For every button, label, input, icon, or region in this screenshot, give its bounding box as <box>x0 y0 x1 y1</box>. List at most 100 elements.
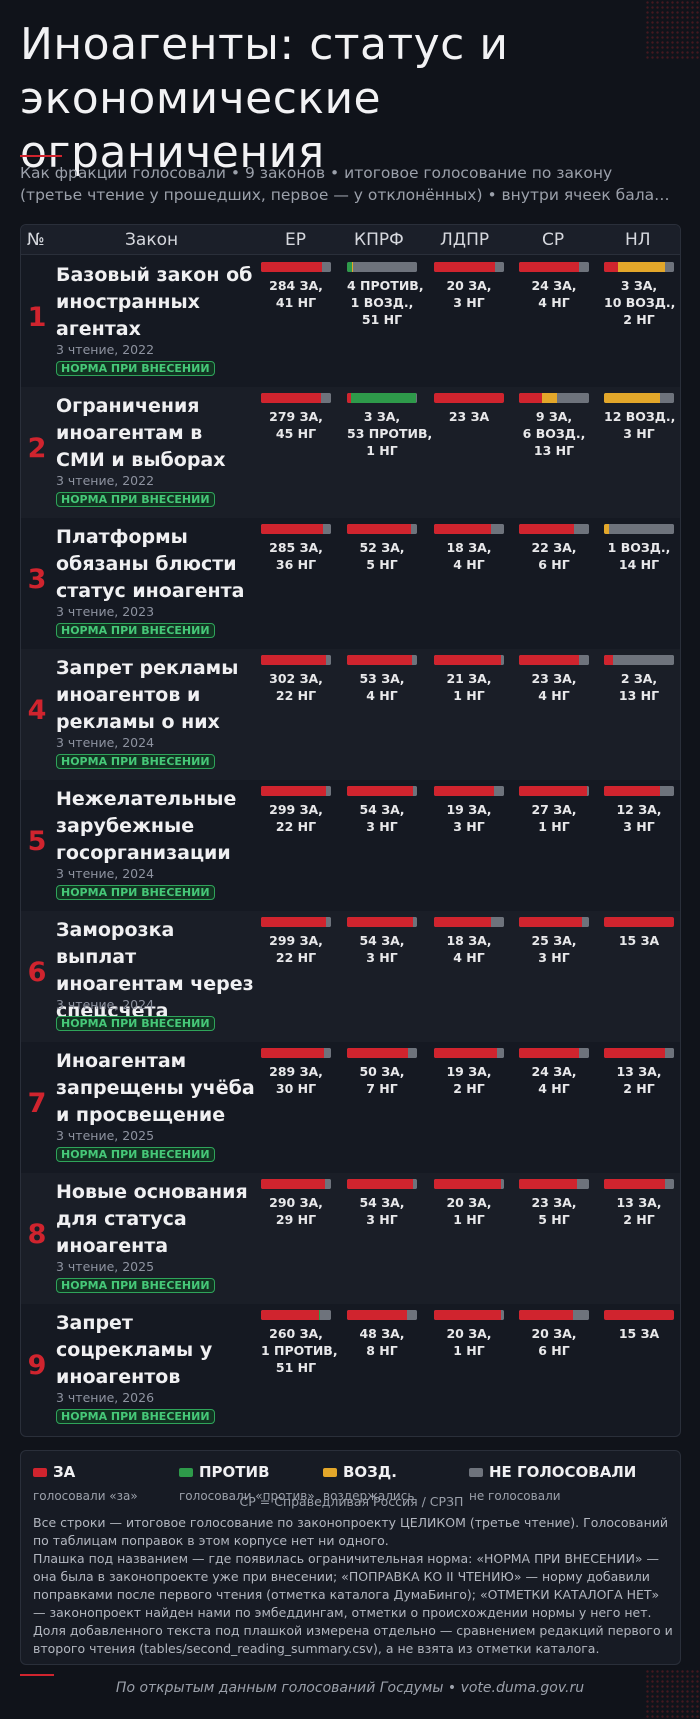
vote-bar-segment-ng <box>578 655 589 665</box>
vote-count-line: 6 ВОЗД., <box>522 426 586 441</box>
vote-bar <box>434 786 504 796</box>
law-reading-year: 3 чтение, 2023 <box>56 604 155 619</box>
vote-counts: 302 ЗА, 22 НГ <box>261 670 331 704</box>
vote-bar-segment-za <box>347 1310 407 1320</box>
vote-count-line: 6 НГ <box>538 557 570 572</box>
vote-bar-segment-za <box>347 393 351 403</box>
vote-cell-kprf: 4 ПРОТИВ, 1 ВОЗД., 51 НГ <box>347 262 424 328</box>
vote-bar <box>347 917 417 927</box>
vote-bar-segment-ng <box>664 262 674 272</box>
vote-count-line: 13 НГ <box>533 443 575 458</box>
vote-bar-segment-za <box>434 524 492 534</box>
vote-bar <box>434 524 504 534</box>
vote-counts: 284 ЗА, 41 НГ <box>261 277 331 311</box>
vote-count-line: 45 НГ <box>275 426 317 441</box>
vote-count-line: 15 ЗА <box>618 1326 660 1341</box>
vote-bar-segment-za <box>347 917 414 927</box>
law-name: Иноагентам запрещены учёба и просвещение <box>56 1050 255 1126</box>
law-number: 3 <box>27 564 47 595</box>
vote-cell-er: 299 ЗА, 22 НГ <box>261 917 331 966</box>
vote-cell-sr: 20 ЗА, 6 НГ <box>519 1310 589 1359</box>
vote-cell-nl: 12 ВОЗД., 3 НГ <box>604 393 675 442</box>
vote-bar-segment-za <box>261 1310 320 1320</box>
vote-count-line: 290 ЗА, <box>269 1195 323 1210</box>
vote-counts: 23 ЗА <box>434 408 504 425</box>
vote-cell-sr: 23 ЗА, 4 НГ <box>519 655 589 704</box>
vote-bar-segment-ng <box>576 1179 589 1189</box>
vote-bar-segment-ng <box>660 393 674 403</box>
vote-count-line: 1 НГ <box>366 443 398 458</box>
title-accent-rule <box>20 155 62 157</box>
vote-count-line: 260 ЗА, <box>269 1326 323 1341</box>
vote-cell-sr: 9 ЗА, 6 ВОЗД., 13 НГ <box>519 393 589 459</box>
vote-count-line: 23 ЗА, <box>531 671 577 686</box>
vote-bar <box>604 917 674 927</box>
vote-count-line: 51 НГ <box>361 312 403 327</box>
vote-count-line: 13 ЗА, <box>616 1195 662 1210</box>
vote-count-line: 3 НГ <box>366 819 398 834</box>
vote-bar-segment-ng <box>500 1179 504 1189</box>
vote-bar-segment-ng <box>410 524 417 534</box>
vote-cell-er: 260 ЗА, 1 ПРОТИВ, 51 НГ <box>261 1310 338 1376</box>
vote-cell-nl: 12 ЗА, 3 НГ <box>604 786 674 835</box>
vote-count-line: 20 ЗА, <box>446 1326 492 1341</box>
table-row: 1 Базовый закон об иностранных агентах 3 ч… <box>21 256 680 387</box>
vote-bar <box>261 1048 331 1058</box>
vote-cell-er: 285 ЗА, 36 НГ <box>261 524 331 573</box>
vote-bar <box>347 393 417 403</box>
vote-bar-segment-za <box>261 917 327 927</box>
vote-count-line: 1 ПРОТИВ, <box>261 1343 338 1358</box>
law-number: 9 <box>27 1350 47 1381</box>
vote-bar-segment-protiv <box>350 393 416 403</box>
law-reading-year: 3 чтение, 2022 <box>56 473 155 488</box>
table-row: 8 Новые основания для статуса иноагента 3 … <box>21 1173 680 1304</box>
law-number: 2 <box>27 433 47 464</box>
vote-cell-sr: 27 ЗА, 1 НГ <box>519 786 589 835</box>
law-reading-year: 3 чтение, 2025 <box>56 1259 155 1274</box>
vote-bar-segment-ng <box>326 786 331 796</box>
page-subtitle: Как фракции голосовали • 9 законов • ито… <box>20 162 680 206</box>
table-row: 3 Платформы обязаны блюсти статус иноаген… <box>21 518 680 649</box>
vote-count-line: 285 ЗА, <box>269 540 323 555</box>
footer-source: По открытым данным голосований Госдумы •… <box>115 1680 585 1696</box>
vote-bar <box>347 786 417 796</box>
vote-count-line: 25 ЗА, <box>531 933 577 948</box>
vote-bar-segment-ng <box>579 262 589 272</box>
vote-bar-segment-ng <box>586 786 589 796</box>
vote-cell-kprf: 3 ЗА, 53 ПРОТИВ, 1 НГ <box>347 393 433 459</box>
law-number: 1 <box>27 302 47 333</box>
vote-cell-nl: 15 ЗА <box>604 1310 674 1342</box>
law-reading-year: 3 чтение, 2025 <box>56 1128 155 1143</box>
vote-count-line: 15 ЗА <box>618 933 660 948</box>
vote-bar <box>347 524 417 534</box>
vote-bar-segment-ng <box>556 393 589 403</box>
vote-bar-segment-ng <box>322 262 331 272</box>
vote-cell-kprf: 50 ЗА, 7 НГ <box>347 1048 417 1097</box>
legend-title: ВОЗД. <box>343 1463 397 1481</box>
vote-count-line: 8 НГ <box>366 1343 398 1358</box>
vote-count-line: 299 ЗА, <box>269 802 323 817</box>
vote-count-line: 53 ПРОТИВ, <box>347 426 433 441</box>
vote-bar-segment-ng <box>574 524 589 534</box>
norm-origin-badge: НОРМА ПРИ ВНЕСЕНИИ <box>56 492 215 507</box>
vote-cell-kprf: 52 ЗА, 5 НГ <box>347 524 417 573</box>
vote-bar-segment-ng <box>412 655 417 665</box>
vote-count-line: 7 НГ <box>366 1081 398 1096</box>
vote-count-line: 23 ЗА <box>448 409 490 424</box>
vote-bar-segment-ng <box>581 917 589 927</box>
vote-cell-nl: 15 ЗА <box>604 917 674 949</box>
vote-count-line: 21 ЗА, <box>446 671 492 686</box>
vote-bar-segment-ng <box>326 917 331 927</box>
vote-count-line: 5 НГ <box>366 557 398 572</box>
vote-count-line: 20 ЗА, <box>446 1195 492 1210</box>
vote-bar <box>519 1179 589 1189</box>
vote-counts: 15 ЗА <box>604 1325 674 1342</box>
table-header: № Закон ЕР КПРФ ЛДПР СР НЛ <box>21 225 680 255</box>
vote-cell-ldpr: 19 ЗА, 3 НГ <box>434 786 504 835</box>
vote-bar-segment-vozd <box>604 524 609 534</box>
vote-bar <box>604 1179 674 1189</box>
vote-bar-segment-za <box>519 262 579 272</box>
vote-count-line: 3 НГ <box>453 295 485 310</box>
vote-bar <box>519 655 589 665</box>
col-kprf-header: КПРФ <box>354 230 404 250</box>
